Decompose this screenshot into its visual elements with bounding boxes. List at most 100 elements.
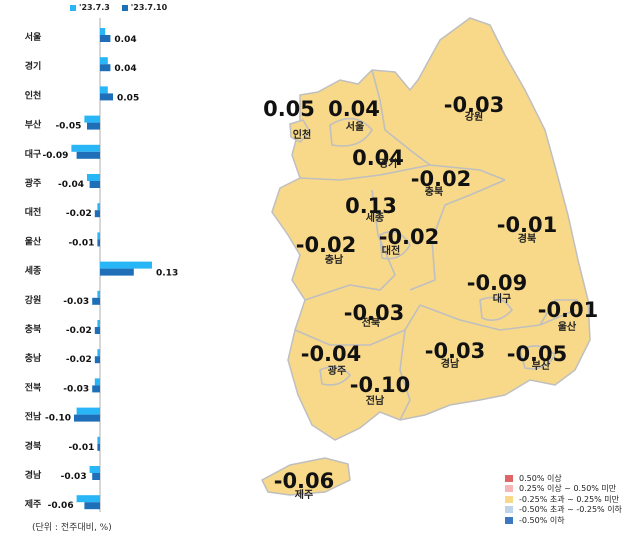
- legend-prev-week: '23.7.3: [70, 3, 110, 12]
- bar-prev-week: [97, 290, 100, 298]
- category-label: 전남: [25, 411, 42, 423]
- map-jeju: [261, 457, 351, 496]
- bar-prev-week: [97, 349, 100, 357]
- map-region-name: 강원: [465, 110, 483, 123]
- map-border-seoul: [329, 117, 373, 147]
- legend-prev-label: '23.7.3: [79, 3, 110, 12]
- data-label: 0.04: [114, 64, 136, 74]
- legend-curr-week: '23.7.10: [121, 3, 168, 12]
- data-label: -0.02: [66, 355, 92, 365]
- category-label: 경남: [25, 469, 42, 481]
- map-value-label: -0.01: [538, 298, 599, 322]
- bar-curr-week: [100, 93, 113, 101]
- legend-label: -0.50% 초과 ~ -0.25% 이하: [519, 505, 622, 515]
- map-mainland: [271, 17, 591, 441]
- data-label: -0.03: [61, 472, 87, 482]
- map-value-label: -0.02: [411, 167, 472, 191]
- map-region-name: 대전: [382, 244, 400, 257]
- map-value-label: 0.05: [263, 97, 315, 121]
- map-value-label: -0.10: [350, 373, 411, 397]
- category-label: 강원: [25, 294, 42, 306]
- map-region-name: 제주: [295, 488, 313, 501]
- bar-curr-week: [84, 502, 100, 510]
- map-value-label: 0.13: [345, 194, 397, 218]
- bar-prev-week: [97, 232, 100, 240]
- map-region-name: 충남: [325, 253, 344, 266]
- map-region-name: 전북: [362, 316, 380, 329]
- category-label: 전북: [25, 381, 42, 393]
- data-label: -0.05: [55, 122, 81, 132]
- data-label: 0.04: [114, 35, 136, 45]
- bar-curr-week: [100, 64, 111, 72]
- data-label: -0.03: [63, 384, 89, 394]
- map-region-name: 인천: [293, 128, 311, 141]
- map-incheon-island: [289, 119, 311, 143]
- map-region-name: 경기: [379, 157, 397, 170]
- map-value-label: -0.02: [379, 225, 440, 249]
- bar-curr-week: [92, 473, 100, 480]
- category-label: 경기: [25, 60, 42, 72]
- map-border-chungnam: [304, 189, 396, 301]
- category-label: 울산: [25, 235, 42, 247]
- map-legend-item: 0.25% 이상 ~ 0.50% 미만: [505, 484, 635, 495]
- map-regions-layer: [261, 17, 591, 496]
- legend-swatch: [505, 516, 513, 524]
- legend-label: -0.25% 초과 ~ 0.25% 미만: [519, 494, 620, 504]
- data-label: -0.06: [48, 501, 74, 511]
- bar-curr-week: [100, 268, 134, 276]
- category-label: 경북: [25, 440, 42, 452]
- map-legend-rows: 0.50% 이상 0.25% 이상 ~ 0.50% 미만 -0.25% 초과 ~ 0…: [505, 473, 635, 526]
- bar-prev-week: [89, 466, 100, 473]
- bar-curr-week: [100, 35, 111, 42]
- map-border-gwangju: [319, 366, 352, 386]
- map-border-jeonnam-gyeongnam: [399, 329, 411, 421]
- bar-prev-week: [100, 28, 106, 35]
- bar-prev-week: [97, 203, 100, 211]
- map-region-name: 서울: [346, 120, 364, 133]
- map-value-label: 0.04: [328, 97, 380, 121]
- map-region-name: 울산: [558, 320, 577, 333]
- category-label: 서울: [25, 31, 42, 43]
- legend-swatch: [505, 474, 513, 482]
- map-border-daegu: [479, 296, 514, 321]
- map-legend-item: -0.25% 초과 ~ 0.25% 미만: [505, 494, 635, 505]
- data-label: -0.03: [63, 297, 89, 307]
- category-label: 충북: [25, 323, 42, 335]
- legend-label: -0.50% 이하: [519, 515, 565, 525]
- bar-prev-week: [97, 320, 100, 327]
- category-label: 대전: [25, 206, 42, 218]
- data-label: -0.01: [68, 443, 94, 453]
- data-label: 0.05: [117, 93, 139, 103]
- bar-curr-week: [74, 414, 100, 422]
- map-value-label: -0.02: [296, 233, 357, 257]
- map-region-name: 광주: [328, 365, 346, 377]
- map-region-name: 충북: [425, 185, 443, 198]
- category-label: 광주: [25, 177, 42, 189]
- bar-curr-week: [76, 151, 100, 159]
- bar-prev-week: [100, 261, 152, 269]
- data-label: 0.13: [156, 269, 178, 279]
- map-value-label: -0.01: [497, 213, 558, 237]
- data-label: -0.09: [42, 151, 68, 161]
- bar-curr-week: [89, 181, 100, 188]
- bar-curr-week: [94, 356, 100, 364]
- bar-prev-week: [76, 407, 100, 415]
- bar-prev-week: [100, 57, 108, 65]
- legend-curr-label: '23.7.10: [130, 3, 168, 12]
- bar-prev-week: [76, 495, 100, 503]
- map-value-label: -0.03: [444, 93, 505, 117]
- legend-swatch: [505, 485, 513, 493]
- bar-curr-week: [92, 385, 100, 393]
- data-label: -0.04: [58, 180, 84, 190]
- bar-curr-week: [97, 239, 100, 247]
- map-value-label: -0.04: [301, 342, 362, 366]
- map-legend: 0.50% 이상 0.25% 이상 ~ 0.50% 미만 -0.25% 초과 ~ 0…: [505, 473, 635, 526]
- map-value-label: -0.03: [425, 339, 486, 363]
- legend-swatch: [505, 495, 513, 503]
- map-region-name: 세종: [366, 211, 384, 224]
- map-border-gyeongnam: [419, 304, 576, 331]
- category-label: 인천: [25, 90, 42, 101]
- category-label: 제주: [25, 498, 42, 510]
- map-legend-item: -0.50% 이하: [505, 515, 635, 526]
